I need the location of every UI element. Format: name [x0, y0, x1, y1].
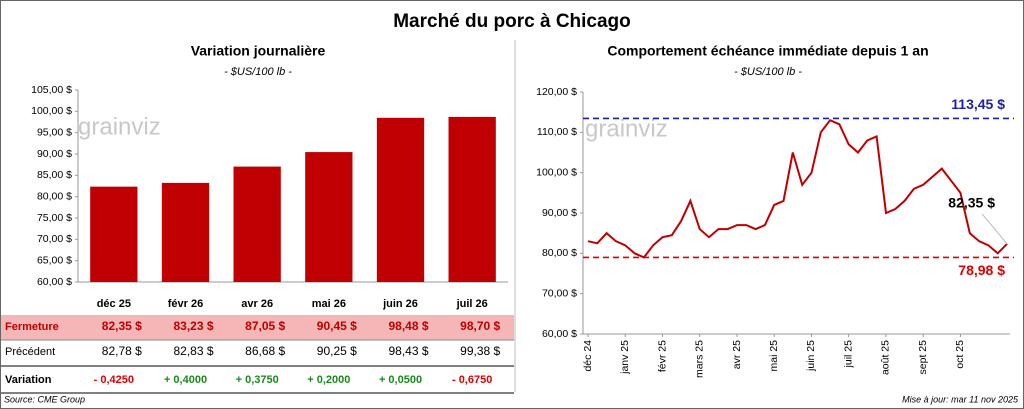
bar: [376, 117, 425, 282]
watermark: grainviz: [585, 115, 668, 142]
chart-subtitle: - $US/100 lb -: [734, 66, 802, 78]
y-tick-label: 105,00 $: [31, 84, 72, 96]
x-tick-label: mai 25: [768, 340, 780, 372]
table-cell: 90,25 $: [317, 344, 357, 358]
x-tick-label: sept 25: [917, 340, 929, 375]
table-cell: 98,43 $: [388, 344, 428, 358]
closing-value: 98,48 $: [388, 319, 428, 333]
y-tick-label: 80,00 $: [542, 247, 577, 259]
table-cell: + 0,4000: [164, 374, 207, 386]
closing-value: 83,23 $: [173, 319, 213, 333]
closing-value: 90,45 $: [317, 319, 357, 333]
table-cell: + 0,3750: [236, 374, 279, 386]
reference-label: 78,98 $: [958, 262, 1005, 278]
y-tick-label: 65,00 $: [37, 254, 72, 266]
bar: [233, 166, 281, 282]
x-tick-label: févr 25: [656, 340, 668, 372]
table-cell: + 0,0500: [379, 374, 422, 386]
x-tick-label: févr 26: [168, 298, 203, 310]
row-label: Variation: [5, 374, 52, 386]
x-tick-label: juin 25: [805, 340, 817, 372]
y-tick-label: 100,00 $: [31, 105, 72, 117]
closing-value: 82,35 $: [102, 319, 142, 333]
watermark: grainviz: [78, 113, 161, 140]
table-cell: - 0,6750: [452, 374, 492, 386]
x-tick-label: déc 25: [97, 298, 131, 310]
row-label: Fermeture: [5, 321, 59, 333]
y-tick-label: 95,00 $: [37, 126, 72, 138]
x-tick-label: déc 24: [582, 340, 594, 372]
y-tick-label: 80,00 $: [37, 190, 72, 202]
x-tick-label: août 25: [880, 340, 892, 375]
bar: [305, 152, 353, 282]
y-tick-label: 60,00 $: [542, 328, 577, 340]
leader: [981, 213, 1008, 245]
y-tick-label: 60,00 $: [37, 276, 72, 288]
x-tick-label: avr 26: [241, 298, 273, 310]
x-tick-label: mars 25: [694, 340, 706, 378]
table-cell: 82,83 $: [173, 344, 213, 358]
closing-value: 98,70 $: [460, 319, 500, 333]
reference-label: 113,45 $: [951, 96, 1005, 112]
y-tick-label: 120,00 $: [536, 86, 577, 98]
closing-value: 87,05 $: [245, 319, 285, 333]
annotation: 82,35 $: [948, 195, 995, 211]
x-tick-label: juin 26: [382, 298, 418, 310]
bar: [90, 186, 138, 282]
y-tick-label: 100,00 $: [536, 166, 577, 178]
bar: [161, 182, 210, 282]
y-tick-label: 70,00 $: [542, 287, 577, 299]
y-tick-label: 70,00 $: [37, 233, 72, 245]
closing-row-bg: [1, 315, 514, 340]
chart-title: Comportement échéance immédiate depuis 1…: [607, 43, 928, 59]
table-cell: 86,68 $: [245, 344, 285, 358]
page-title: Marché du porc à Chicago: [393, 11, 631, 32]
chart-subtitle: - $US/100 lb -: [224, 66, 292, 78]
y-tick-label: 75,00 $: [37, 212, 72, 224]
updated: Mise à jour: mar 11 nov 2025: [902, 394, 1019, 404]
x-tick-label: juil 26: [456, 298, 488, 310]
y-tick-label: 110,00 $: [537, 126, 577, 138]
table-cell: + 0,2000: [307, 374, 350, 386]
table-cell: 99,38 $: [460, 344, 500, 358]
x-tick-label: janv 25: [619, 340, 631, 375]
source: Source: CME Group: [4, 394, 85, 404]
x-tick-label: juil 25: [842, 340, 854, 369]
y-tick-label: 85,00 $: [37, 169, 72, 181]
table-cell: 82,78 $: [102, 344, 142, 358]
price-line: [587, 118, 1008, 259]
y-tick-label: 90,00 $: [37, 148, 72, 160]
row-label: Précédent: [5, 346, 55, 358]
table-cell: - 0,4250: [94, 374, 134, 386]
y-tick-label: 90,00 $: [542, 207, 577, 219]
x-tick-label: mai 26: [312, 298, 346, 310]
x-tick-label: oct 25: [954, 340, 966, 369]
bar: [448, 116, 496, 282]
x-tick-label: avr 25: [731, 340, 743, 369]
chart-title: Variation journalière: [191, 43, 326, 59]
